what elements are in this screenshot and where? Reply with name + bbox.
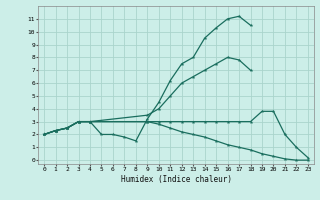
X-axis label: Humidex (Indice chaleur): Humidex (Indice chaleur) xyxy=(121,175,231,184)
